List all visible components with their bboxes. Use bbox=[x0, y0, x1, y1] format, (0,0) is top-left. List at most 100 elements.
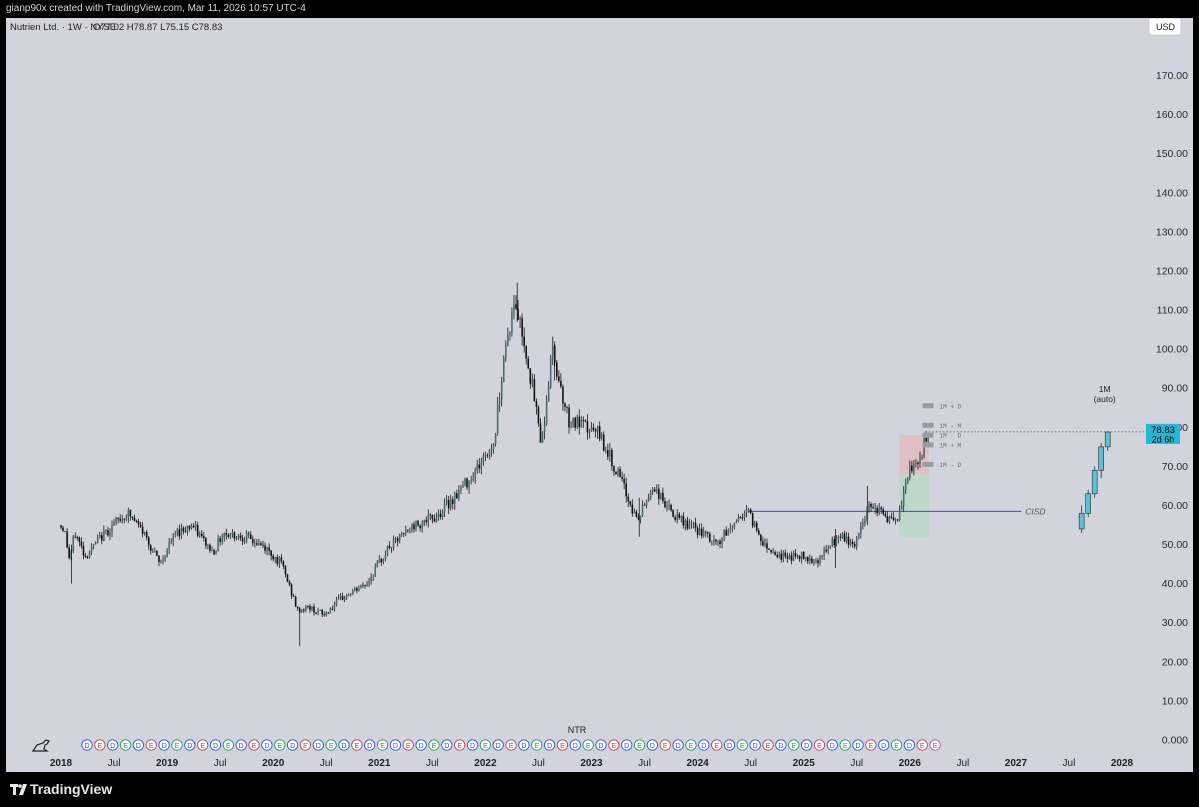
candle-body bbox=[415, 520, 417, 530]
earnings-event-icon[interactable] bbox=[351, 739, 363, 751]
last-price-tag-box[interactable] bbox=[1146, 423, 1180, 444]
earnings-event-icon[interactable] bbox=[711, 739, 723, 751]
candle-body bbox=[862, 522, 864, 526]
dividend-event-icon[interactable] bbox=[749, 739, 761, 751]
dividend-event-icon[interactable] bbox=[621, 739, 633, 751]
candle-body bbox=[176, 529, 179, 534]
candle-body bbox=[137, 521, 140, 525]
dividend-event-icon[interactable] bbox=[466, 739, 479, 751]
dividend-event-icon[interactable] bbox=[209, 739, 222, 751]
earnings-event-icon[interactable] bbox=[479, 739, 491, 751]
candle-body bbox=[345, 594, 348, 599]
time-axis[interactable]: 2018 Jul 2019 Jul 2020 Jul 2021 Jul 2022 Jul 2023 J… bbox=[50, 758, 1134, 769]
dividend-event-icon[interactable] bbox=[826, 739, 838, 751]
chart-frame[interactable]: 170.00 160.00 150.00 140.00 130.00 120.00 110.… bbox=[6, 18, 1193, 772]
earnings-event-icon[interactable] bbox=[929, 739, 941, 751]
dividend-event-icon[interactable] bbox=[646, 739, 659, 751]
earnings-event-icon[interactable] bbox=[453, 739, 466, 751]
earnings-event-icon[interactable] bbox=[171, 739, 183, 751]
candle-body bbox=[464, 478, 466, 486]
candle-body bbox=[482, 455, 485, 463]
currency-badge[interactable]: USD bbox=[1148, 18, 1182, 36]
earnings-event-icon[interactable] bbox=[145, 739, 157, 751]
dividend-event-icon[interactable] bbox=[338, 739, 350, 751]
dividend-event-icon[interactable] bbox=[415, 739, 427, 751]
earnings-event-icon[interactable] bbox=[94, 739, 106, 751]
earnings-event-icon[interactable] bbox=[402, 739, 414, 751]
dividend-event-icon[interactable] bbox=[672, 739, 684, 751]
price-axis[interactable]: 170.00 160.00 150.00 140.00 130.00 120.00 110.… bbox=[1156, 70, 1188, 746]
dividend-event-icon[interactable] bbox=[132, 739, 145, 751]
dividend-event-icon[interactable] bbox=[852, 739, 864, 751]
dividend-event-icon[interactable] bbox=[775, 739, 787, 751]
earnings-event-icon[interactable] bbox=[865, 739, 877, 751]
earnings-event-icon[interactable] bbox=[736, 739, 748, 751]
earnings-event-icon[interactable] bbox=[428, 739, 440, 751]
earnings-event-icon[interactable] bbox=[890, 739, 903, 751]
earnings-event-icon[interactable] bbox=[376, 739, 389, 751]
events-caption: NTR bbox=[568, 725, 587, 735]
currency-badge-box[interactable] bbox=[1148, 18, 1182, 36]
earnings-event-icon[interactable] bbox=[813, 739, 826, 751]
dino-icon[interactable] bbox=[31, 739, 50, 752]
event-marker-label: E bbox=[663, 743, 668, 750]
earnings-event-icon[interactable] bbox=[222, 739, 235, 751]
x-tick-label: 2026 bbox=[899, 758, 922, 769]
level-label: 1M + D bbox=[940, 403, 962, 410]
dividend-event-icon[interactable] bbox=[518, 739, 530, 751]
dividend-event-icon[interactable] bbox=[235, 739, 247, 751]
level-label: 1M - D bbox=[940, 462, 962, 469]
earnings-event-icon[interactable] bbox=[274, 739, 286, 751]
dividend-event-icon[interactable] bbox=[184, 739, 196, 751]
earnings-event-icon[interactable] bbox=[556, 739, 569, 751]
earnings-event-icon[interactable] bbox=[659, 739, 671, 751]
dividend-event-icon[interactable] bbox=[878, 739, 890, 751]
earnings-event-icon[interactable] bbox=[531, 739, 543, 751]
candle-body bbox=[702, 531, 705, 536]
dividend-event-icon[interactable] bbox=[800, 739, 813, 751]
earnings-event-icon[interactable] bbox=[505, 739, 517, 751]
earnings-event-icon[interactable] bbox=[916, 739, 928, 751]
earnings-event-icon[interactable] bbox=[582, 739, 594, 751]
earnings-event-icon[interactable] bbox=[299, 739, 312, 751]
dividend-event-icon[interactable] bbox=[261, 739, 273, 751]
earnings-event-icon[interactable] bbox=[633, 739, 646, 751]
dividend-event-icon[interactable] bbox=[286, 739, 299, 751]
dividend-event-icon[interactable] bbox=[441, 739, 453, 751]
earnings-event-icon[interactable] bbox=[685, 739, 697, 751]
dividend-event-icon[interactable] bbox=[312, 739, 324, 751]
dividend-event-icon[interactable] bbox=[389, 739, 402, 751]
candle-body bbox=[553, 345, 556, 363]
candle-body bbox=[66, 531, 68, 548]
price-chart[interactable]: 170.00 160.00 150.00 140.00 130.00 120.00 110.… bbox=[6, 18, 1193, 772]
dividend-event-icon[interactable] bbox=[698, 739, 710, 751]
earnings-event-icon[interactable] bbox=[248, 739, 260, 751]
earnings-event-icon[interactable] bbox=[762, 739, 774, 751]
candle-body bbox=[823, 549, 825, 557]
earnings-event-icon[interactable] bbox=[196, 739, 209, 751]
dividend-event-icon[interactable] bbox=[107, 739, 119, 751]
dividend-event-icon[interactable] bbox=[569, 739, 581, 751]
earnings-event-icon[interactable] bbox=[839, 739, 851, 751]
earnings-event-icon[interactable] bbox=[325, 739, 337, 751]
dividend-event-icon[interactable] bbox=[81, 739, 93, 751]
earnings-event-icon[interactable] bbox=[119, 739, 132, 751]
candle-body bbox=[729, 528, 732, 530]
candle-body bbox=[174, 533, 177, 535]
candle-body bbox=[735, 521, 738, 524]
earnings-event-icon[interactable] bbox=[608, 739, 620, 751]
dividend-event-icon[interactable] bbox=[903, 739, 916, 751]
candle-body bbox=[894, 519, 897, 521]
candle-body bbox=[719, 540, 721, 544]
candle-body bbox=[615, 471, 617, 475]
dino-icon-shape[interactable] bbox=[31, 739, 50, 752]
dividend-event-icon[interactable] bbox=[492, 739, 504, 751]
earnings-event-icon[interactable] bbox=[788, 739, 800, 751]
dividend-event-icon[interactable] bbox=[543, 739, 556, 751]
dividend-event-icon[interactable] bbox=[595, 739, 607, 751]
dividend-event-icon[interactable] bbox=[158, 739, 170, 751]
dividend-event-icon[interactable] bbox=[723, 739, 736, 751]
dividend-event-icon[interactable] bbox=[364, 739, 376, 751]
